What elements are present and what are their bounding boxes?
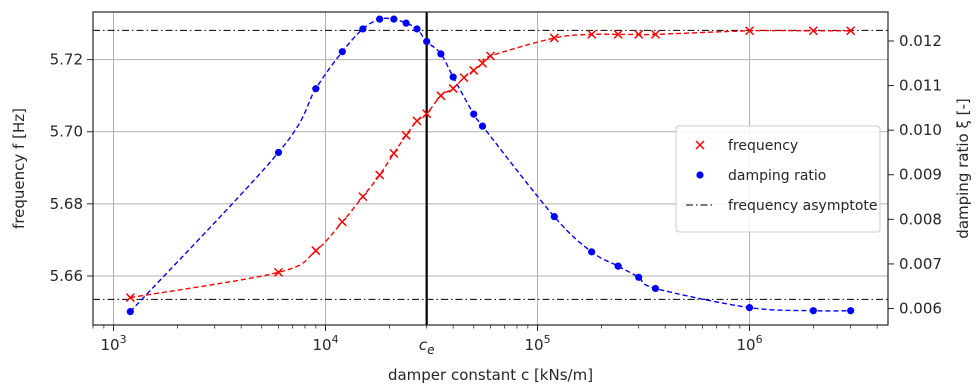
- damping-marker: [450, 73, 457, 80]
- x-tick-label: 106: [736, 333, 762, 354]
- y-right-tick-label: 0.007: [899, 255, 942, 273]
- y-axis-label-left: frequency f [Hz]: [10, 108, 28, 229]
- damping-marker: [615, 263, 622, 270]
- damping-marker: [376, 16, 383, 23]
- y-right-tick-label: 0.012: [899, 32, 942, 50]
- frequency-marker: [449, 84, 457, 92]
- y-right-tick-label: 0.009: [899, 166, 942, 184]
- y-right-tick-label: 0.011: [899, 77, 942, 95]
- x-axis-label: damper constant c [kNs/m]: [388, 366, 593, 384]
- damping-marker: [359, 25, 366, 32]
- frequency-marker: [312, 247, 320, 255]
- frequency-marker: [402, 131, 410, 139]
- x-tick-label-special: ce: [419, 336, 435, 357]
- damping-marker: [746, 304, 753, 311]
- damping-marker: [403, 20, 410, 27]
- y-axis-label-right: damping ratio ξ [-]: [954, 98, 972, 238]
- x-tick-label: 103: [100, 333, 126, 354]
- frequency-marker: [470, 66, 478, 74]
- damping-marker: [847, 307, 854, 314]
- frequency-marker: [390, 149, 398, 157]
- damping-marker: [810, 307, 817, 314]
- damping-marker: [635, 274, 642, 281]
- x-tick-label: 105: [524, 333, 550, 354]
- frequency-marker: [338, 218, 346, 226]
- frequency-marker: [376, 171, 384, 179]
- damping-marker: [312, 85, 319, 92]
- y-right-tick-label: 0.010: [899, 121, 942, 139]
- damping-marker: [470, 111, 477, 118]
- x-tick-label: 104: [312, 333, 338, 354]
- frequency-marker: [635, 30, 643, 38]
- damping-marker: [551, 213, 558, 220]
- legend-label: damping ratio: [728, 168, 826, 184]
- damping-marker: [479, 123, 486, 130]
- damping-marker: [339, 48, 346, 55]
- frequency-marker: [460, 74, 468, 82]
- damping-marker: [390, 16, 397, 23]
- frequency-marker: [359, 193, 367, 201]
- y-tick-label: 5.66: [50, 267, 83, 285]
- y-tick-label: 5.70: [50, 123, 83, 141]
- y-right-tick-label: 0.008: [899, 210, 942, 228]
- y-right-tick-label: 0.006: [899, 300, 942, 318]
- legend-marker-damping: [696, 171, 703, 178]
- frequency-marker: [413, 117, 421, 125]
- legend-label: frequency asymptote: [728, 198, 878, 214]
- frequency-marker: [487, 52, 495, 60]
- damping-marker: [437, 50, 444, 57]
- damping-marker: [652, 285, 659, 292]
- legend-label: frequency: [728, 138, 798, 154]
- damping-marker: [127, 308, 134, 315]
- y-tick-label: 5.72: [50, 51, 83, 69]
- damping-marker: [588, 248, 595, 255]
- frequency-marker: [437, 92, 445, 100]
- damping-marker: [413, 25, 420, 32]
- damping-marker: [423, 38, 430, 45]
- damping-marker: [275, 149, 282, 156]
- legend: frequency damping ratio frequency asymptot…: [676, 126, 880, 232]
- y-tick-label: 5.68: [50, 195, 83, 213]
